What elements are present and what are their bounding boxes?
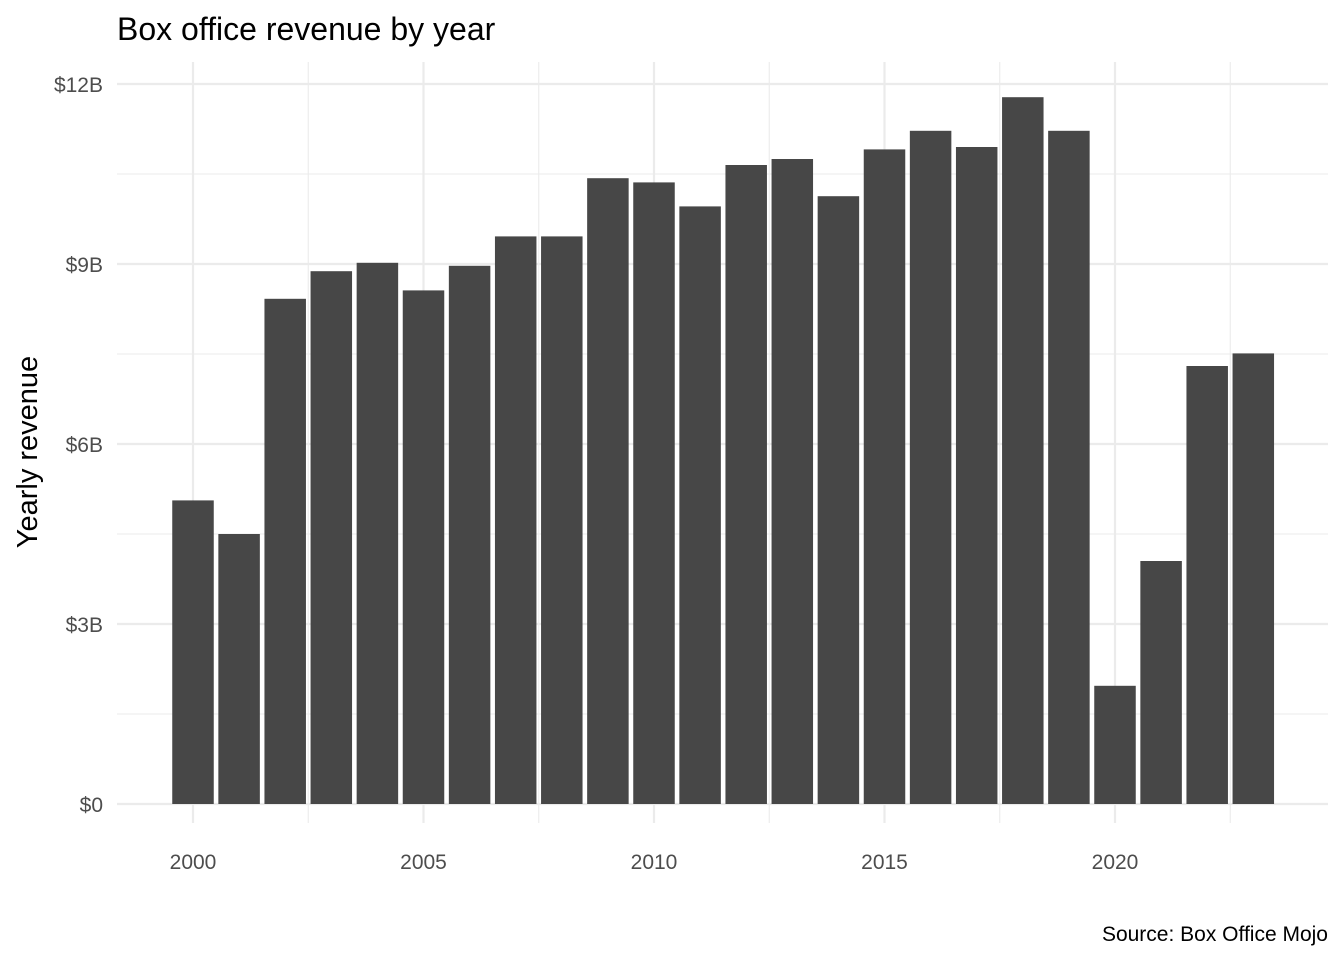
bar-2020 <box>1094 685 1136 804</box>
bar-2004 <box>356 262 399 804</box>
bar-2003 <box>310 271 353 804</box>
x-tick-label: 2015 <box>861 851 908 874</box>
bar-2019 <box>1048 130 1090 805</box>
x-tick-label: 2005 <box>400 851 447 874</box>
chart-title: Box office revenue by year <box>117 11 496 47</box>
bar-2009 <box>587 178 629 804</box>
bar-2014 <box>817 196 860 804</box>
bar-2013 <box>771 159 814 804</box>
x-tick-label: 2020 <box>1092 851 1139 874</box>
x-axis-ticks: 2000 2005 2010 2015 2020 <box>170 851 1139 874</box>
bar-2023 <box>1232 353 1275 804</box>
y-tick-label: $3B <box>66 614 103 637</box>
y-tick-label: $0 <box>80 794 103 817</box>
bar-2012 <box>725 165 767 804</box>
y-tick-label: $6B <box>66 434 103 457</box>
bars <box>172 97 1275 805</box>
bar-2006 <box>448 265 491 804</box>
bar-2005 <box>402 290 445 804</box>
bar-2021 <box>1140 561 1182 804</box>
x-tick-label: 2010 <box>631 851 678 874</box>
bar-2015 <box>863 149 906 804</box>
bar-2018 <box>1002 97 1044 804</box>
bar-2017 <box>955 147 998 804</box>
bar-2002 <box>264 298 306 804</box>
bar-2010 <box>633 182 675 804</box>
bar-2000 <box>172 500 214 804</box>
bar-2011 <box>679 206 721 804</box>
bar-2001 <box>218 534 260 804</box>
bar-2016 <box>909 130 952 805</box>
y-axis-ticks: $0 $3B $6B $9B $12B <box>54 74 103 817</box>
chart-caption: Source: Box Office Mojo <box>1102 923 1328 946</box>
y-tick-label: $12B <box>54 74 103 97</box>
y-axis-title: Yearly revenue <box>12 356 44 548</box>
bar-2008 <box>541 236 583 804</box>
x-tick-label: 2000 <box>170 851 217 874</box>
bar-2007 <box>494 236 537 804</box>
bar-2022 <box>1186 366 1228 804</box>
y-tick-label: $9B <box>66 254 103 277</box>
